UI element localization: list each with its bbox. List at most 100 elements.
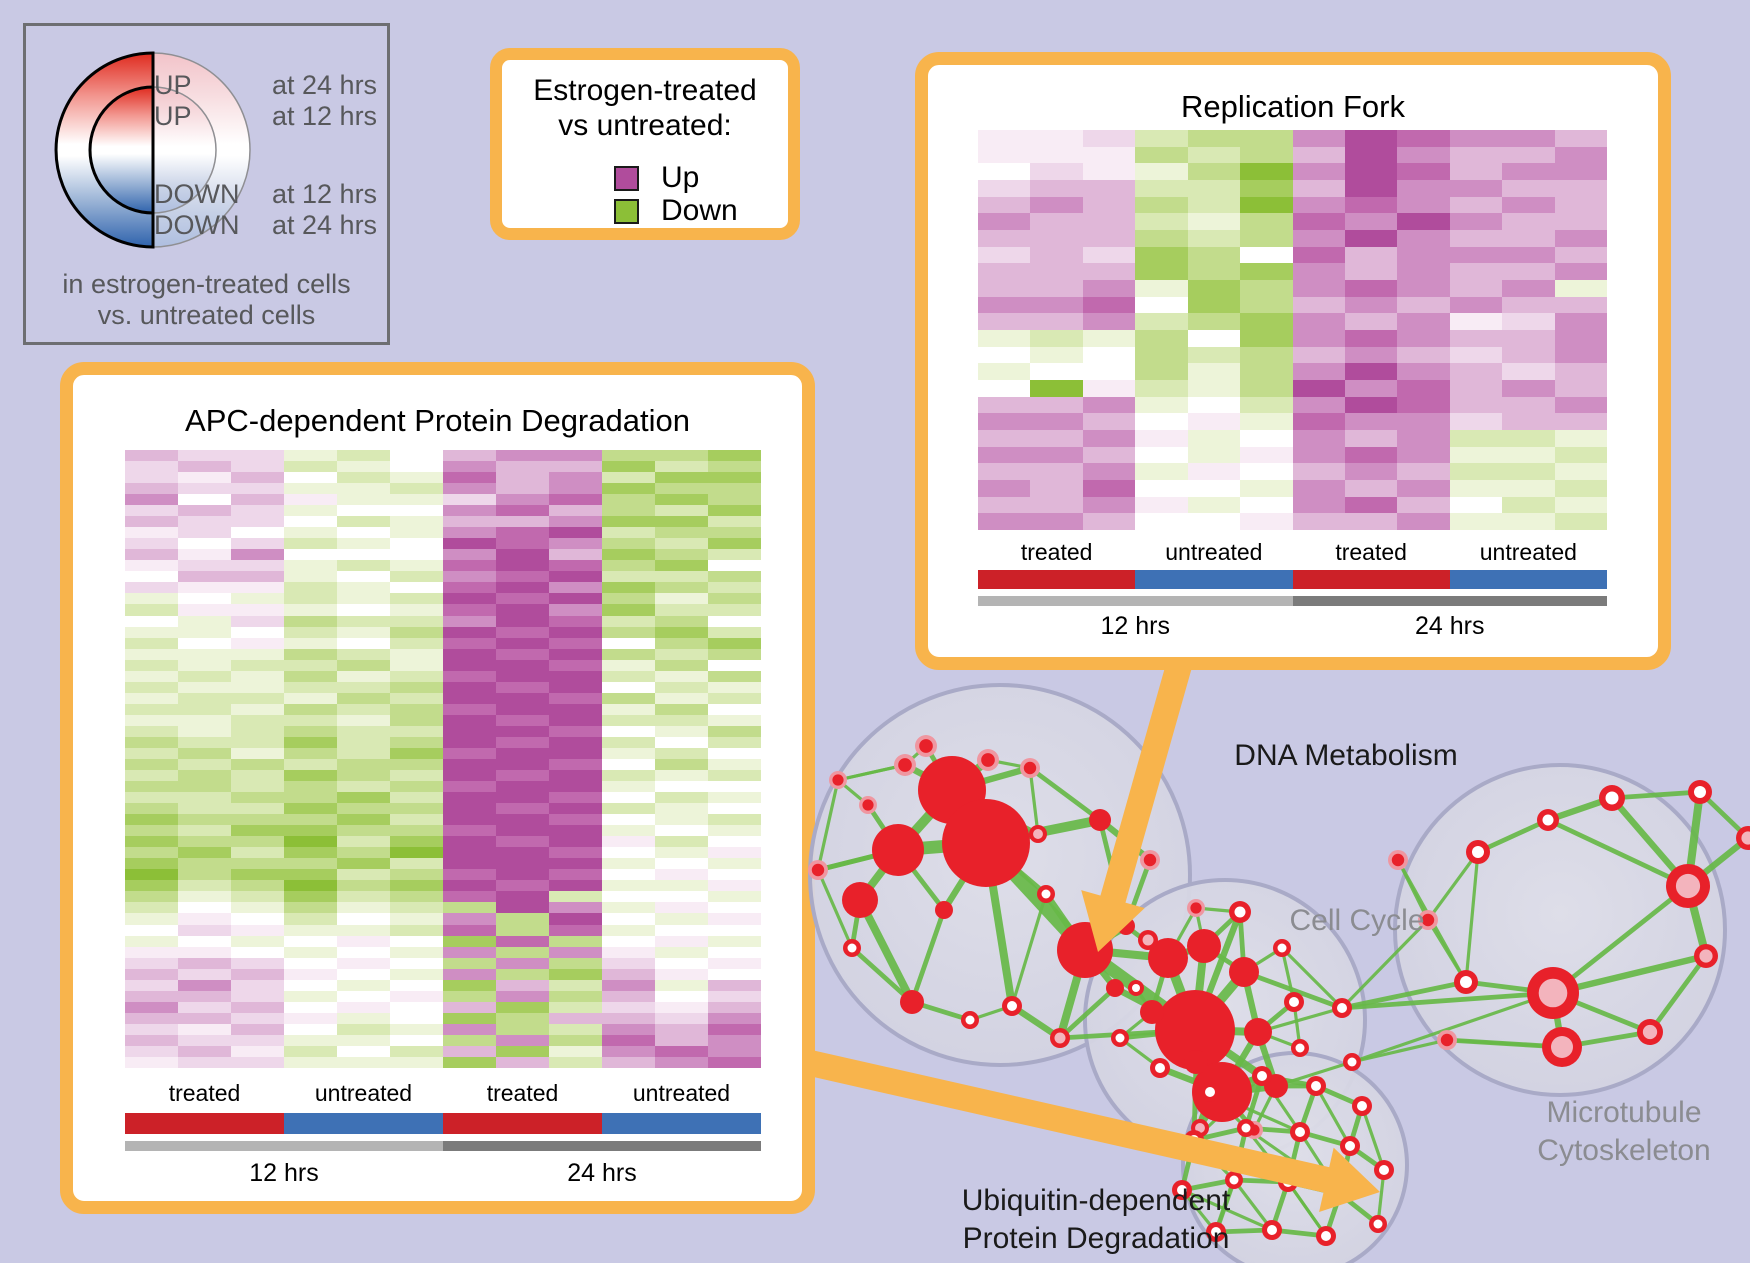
network-edge bbox=[1124, 924, 1170, 960]
network-edge bbox=[1123, 859, 1153, 927]
heatmap-cell bbox=[1135, 313, 1188, 330]
network-edge bbox=[1286, 1181, 1328, 1237]
heatmap-cell bbox=[655, 648, 708, 660]
heatmap-cell bbox=[708, 571, 761, 583]
network-edge bbox=[849, 899, 863, 949]
network-edge bbox=[1315, 1083, 1363, 1109]
heatmap-cell bbox=[284, 758, 337, 771]
heatmap-cell bbox=[1554, 130, 1607, 147]
heatmap-cell bbox=[1554, 246, 1607, 264]
heatmap-cell bbox=[496, 1001, 549, 1013]
heatmap-cell bbox=[125, 527, 178, 539]
heatmap-cell bbox=[1240, 379, 1293, 397]
heatmap-cell bbox=[496, 847, 549, 859]
network-node bbox=[1020, 758, 1040, 778]
heatmap-cell bbox=[1344, 479, 1398, 497]
heatmap-cell bbox=[708, 990, 761, 1002]
heatmap-cell bbox=[1030, 479, 1083, 497]
heatmap-cell bbox=[337, 814, 390, 826]
time-bar-segment bbox=[125, 1141, 443, 1151]
network-node bbox=[1206, 1222, 1226, 1242]
heatmap-cell bbox=[231, 792, 284, 804]
heatmap-cell bbox=[1187, 213, 1241, 230]
heatmap-cell bbox=[443, 725, 496, 737]
heatmap-cell bbox=[1187, 179, 1241, 197]
heatmap-cell bbox=[125, 814, 178, 826]
heatmap-cell bbox=[337, 747, 390, 759]
heatmap-cell bbox=[1397, 363, 1450, 380]
network-edge bbox=[1446, 1038, 1563, 1049]
heatmap-cell bbox=[708, 1023, 761, 1035]
heatmap-cell bbox=[655, 538, 708, 550]
network-edge bbox=[984, 841, 1048, 896]
network-edge bbox=[856, 847, 902, 903]
heatmap-cell bbox=[125, 725, 178, 737]
heatmap-cell bbox=[284, 648, 337, 660]
heatmap-cell bbox=[549, 1001, 602, 1013]
heatmap-cell bbox=[655, 869, 708, 881]
heatmap-cell bbox=[496, 836, 549, 848]
replication-fork-group-labels: treated untreated treated untreated bbox=[978, 541, 1607, 567]
heatmap-cell bbox=[178, 957, 231, 969]
heatmap-cell bbox=[1344, 396, 1398, 414]
network-node bbox=[1089, 809, 1111, 831]
heatmap-cell bbox=[708, 483, 761, 495]
heatmap-cell bbox=[549, 582, 602, 594]
heatmap-cell bbox=[284, 670, 337, 682]
heatmap-cell bbox=[496, 979, 549, 991]
heatmap-cell bbox=[602, 858, 655, 870]
heatmap-cell bbox=[978, 163, 1031, 180]
heatmap-cell bbox=[125, 1045, 178, 1057]
heatmap-cell bbox=[496, 1056, 549, 1068]
heatmap-cell bbox=[390, 968, 443, 980]
heatmap-cell bbox=[655, 946, 708, 958]
heatmap-cell bbox=[1449, 163, 1503, 180]
ring-legend-caption-line2: vs. untreated cells bbox=[97, 300, 316, 330]
heatmap-cell bbox=[390, 747, 443, 759]
heatmap-cell bbox=[549, 1056, 602, 1068]
heatmap-cell bbox=[1449, 296, 1503, 314]
heatmap-cell bbox=[1502, 396, 1555, 414]
heatmap-cell bbox=[1135, 363, 1188, 380]
heatmap-cell bbox=[1135, 146, 1188, 164]
heatmap-cell bbox=[231, 858, 284, 870]
heatmap-cell bbox=[602, 990, 655, 1002]
heatmap-cell bbox=[655, 836, 708, 848]
heatmap-cell bbox=[1082, 279, 1136, 297]
network-node-core bbox=[1345, 1141, 1355, 1151]
heatmap-cell bbox=[978, 196, 1031, 214]
heatmap-cell bbox=[496, 1034, 549, 1046]
heatmap-cell bbox=[337, 902, 390, 914]
heatmap-cell bbox=[1187, 479, 1241, 497]
heatmap-cell bbox=[125, 549, 178, 561]
heatmap-cell bbox=[1554, 329, 1607, 347]
heatmap-cell bbox=[284, 1056, 337, 1068]
heatmap-cell bbox=[284, 725, 337, 737]
heatmap-cell bbox=[337, 461, 390, 473]
network-node bbox=[1542, 1027, 1582, 1067]
heatmap-cell bbox=[602, 792, 655, 804]
heatmap-cell bbox=[1397, 246, 1450, 264]
heatmap-cell bbox=[496, 560, 549, 572]
network-node bbox=[1694, 944, 1718, 968]
heatmap-cell bbox=[125, 858, 178, 870]
network-edge bbox=[1611, 789, 1701, 801]
heatmap-cell bbox=[125, 483, 178, 495]
heatmap-cell bbox=[390, 858, 443, 870]
network-edge bbox=[1271, 1227, 1327, 1239]
heatmap-cell bbox=[1554, 179, 1607, 197]
heatmap-cell bbox=[231, 979, 284, 991]
heatmap-cell bbox=[496, 494, 549, 506]
heatmap-cell bbox=[496, 1045, 549, 1057]
heatmap-cell bbox=[602, 946, 655, 958]
network-node-core bbox=[1460, 976, 1472, 988]
heatmap-cell bbox=[1082, 329, 1136, 347]
network-edge bbox=[1058, 986, 1117, 1040]
heatmap-cell bbox=[178, 604, 231, 616]
heatmap-cell bbox=[178, 450, 231, 462]
heatmap-cell bbox=[125, 736, 178, 748]
heatmap-cell bbox=[125, 714, 178, 726]
heatmap-cell bbox=[231, 450, 284, 462]
treated-bar-segment bbox=[1292, 570, 1450, 589]
heatmap-cell bbox=[1397, 296, 1450, 314]
